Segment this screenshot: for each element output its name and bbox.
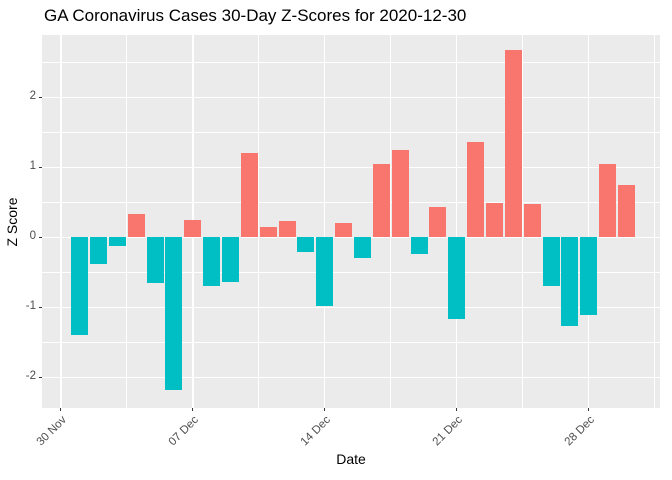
y-tick-label: 0 bbox=[29, 230, 36, 243]
y-tick-label: 1 bbox=[29, 160, 36, 173]
y-tick-label: 2 bbox=[29, 90, 36, 103]
bar bbox=[240, 152, 258, 238]
chart-title: GA Coronavirus Cases 30-Day Z-Scores for… bbox=[44, 6, 467, 25]
x-minor-gridline bbox=[390, 35, 392, 408]
bar bbox=[90, 237, 108, 264]
x-major-gridline bbox=[456, 35, 458, 408]
bar bbox=[259, 227, 277, 238]
bar bbox=[316, 237, 334, 306]
x-minor-gridline bbox=[258, 35, 260, 408]
bar bbox=[335, 222, 353, 238]
y-axis-title: Z Score bbox=[4, 197, 20, 247]
bar bbox=[127, 214, 145, 238]
bar bbox=[504, 49, 522, 238]
x-major-gridline bbox=[588, 35, 590, 408]
bar bbox=[372, 164, 390, 238]
y-major-gridline bbox=[42, 306, 660, 308]
x-tick-label: 14 Dec bbox=[299, 414, 334, 449]
plot-panel bbox=[42, 35, 660, 408]
x-tick-label: 28 Dec bbox=[562, 414, 598, 449]
x-tick-label: 21 Dec bbox=[431, 414, 466, 449]
bar bbox=[165, 237, 183, 390]
y-axis-tick bbox=[39, 236, 42, 238]
y-major-gridline bbox=[42, 96, 660, 98]
y-axis-tick bbox=[39, 376, 42, 378]
x-axis-tick bbox=[588, 408, 590, 411]
x-axis-tick bbox=[60, 408, 62, 411]
bar bbox=[561, 237, 579, 327]
bar bbox=[580, 237, 598, 315]
bar bbox=[542, 237, 560, 286]
bar bbox=[391, 150, 409, 238]
bar bbox=[222, 237, 240, 283]
x-minor-gridline bbox=[654, 35, 656, 408]
bar bbox=[599, 164, 617, 238]
x-axis-title: Date bbox=[336, 451, 366, 467]
bar bbox=[108, 237, 126, 247]
y-tick-label: -2 bbox=[25, 370, 36, 383]
y-major-gridline bbox=[42, 166, 660, 168]
y-major-gridline bbox=[42, 376, 660, 378]
y-axis-tick bbox=[39, 96, 42, 98]
bar bbox=[429, 207, 447, 238]
y-axis-tick bbox=[39, 166, 42, 168]
y-minor-gridline bbox=[42, 131, 660, 133]
y-minor-gridline bbox=[42, 61, 660, 63]
bar bbox=[146, 237, 164, 283]
bar bbox=[184, 219, 202, 238]
x-major-gridline bbox=[324, 35, 326, 408]
bar bbox=[617, 185, 635, 238]
y-minor-gridline bbox=[42, 341, 660, 343]
bar bbox=[467, 142, 485, 238]
bar bbox=[410, 237, 428, 255]
bar bbox=[448, 237, 466, 320]
x-minor-gridline bbox=[126, 35, 128, 408]
x-axis-tick bbox=[192, 408, 194, 411]
x-axis-tick bbox=[456, 408, 458, 411]
bar bbox=[203, 237, 221, 286]
bar bbox=[523, 204, 541, 238]
x-minor-gridline bbox=[522, 35, 524, 408]
y-minor-gridline bbox=[42, 271, 660, 273]
bar bbox=[71, 237, 89, 335]
bar bbox=[297, 237, 315, 252]
y-axis-tick bbox=[39, 306, 42, 308]
y-minor-gridline bbox=[42, 201, 660, 203]
bar bbox=[485, 202, 503, 238]
x-tick-label: 30 Nov bbox=[35, 414, 70, 449]
bar bbox=[278, 221, 296, 238]
y-tick-label: -1 bbox=[25, 300, 36, 313]
x-major-gridline bbox=[60, 35, 62, 408]
x-tick-label: 07 Dec bbox=[167, 414, 202, 449]
x-axis-tick bbox=[324, 408, 326, 411]
bar bbox=[354, 237, 371, 258]
